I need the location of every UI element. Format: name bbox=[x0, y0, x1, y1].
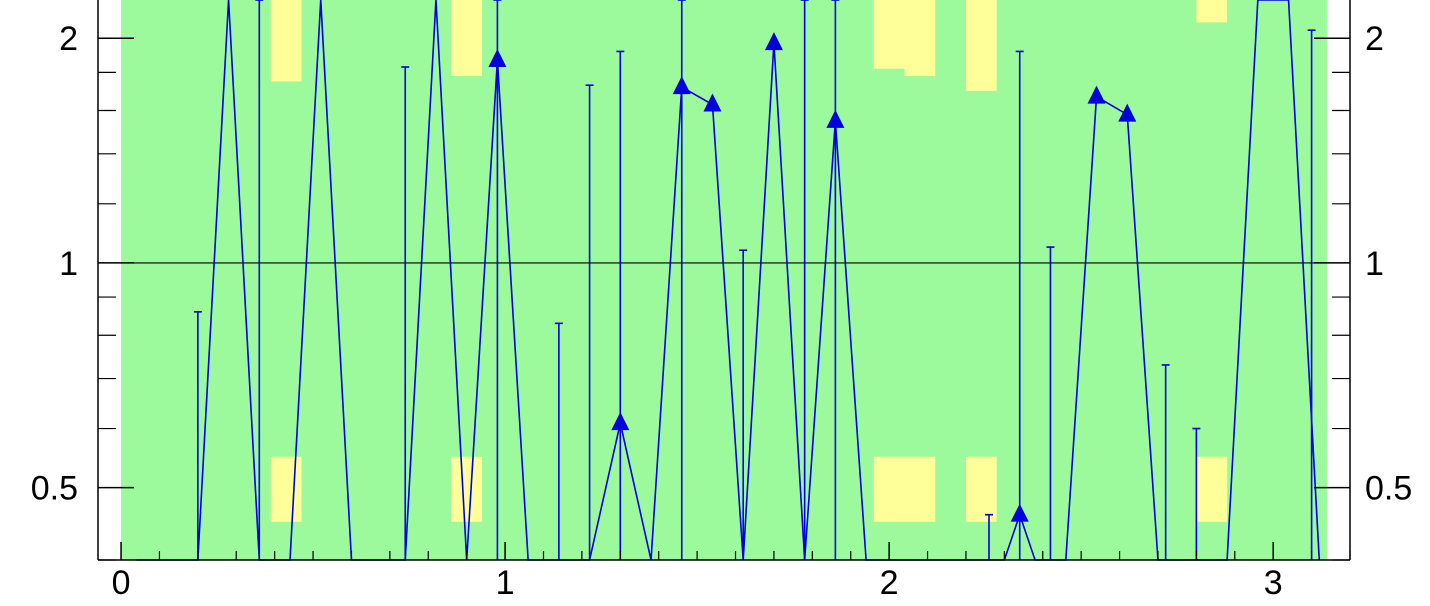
axes-layer: 0 1 2 3 0.5 0.5 1 1 2 2 bbox=[31, 0, 1412, 602]
data-point-marker bbox=[826, 109, 845, 128]
series-line bbox=[136, 0, 1321, 561]
yellow-band-lower bbox=[873, 456, 905, 522]
data-point-marker bbox=[1087, 85, 1106, 104]
yellow-band-upper bbox=[451, 0, 483, 76]
yellow-band-upper bbox=[873, 0, 905, 69]
yellow-band-lower bbox=[904, 456, 936, 522]
yellow-band-upper bbox=[965, 0, 997, 91]
x-tick-label: 1 bbox=[496, 564, 515, 602]
x-tick-label: 0 bbox=[112, 564, 131, 602]
error-bars-layer bbox=[193, 0, 1316, 560]
data-point-marker bbox=[703, 93, 722, 112]
data-point-marker bbox=[1118, 103, 1137, 122]
data-point-marker bbox=[611, 412, 630, 431]
data-point-marker bbox=[672, 76, 691, 95]
yellow-band-upper bbox=[270, 0, 302, 82]
y-tick-label-left: 1 bbox=[59, 245, 78, 283]
yellow-band-lower bbox=[270, 456, 302, 522]
y-tick-label-right: 1 bbox=[1365, 245, 1384, 283]
data-point-marker bbox=[764, 32, 783, 51]
x-tick-label: 2 bbox=[880, 564, 899, 602]
y-tick-label-right: 0.5 bbox=[1365, 470, 1412, 508]
series-layer bbox=[136, 0, 1321, 561]
y-tick-label-left: 2 bbox=[59, 20, 78, 58]
y-tick-label-left: 0.5 bbox=[31, 470, 78, 508]
data-point-marker bbox=[1010, 503, 1029, 522]
yellow-band-lower bbox=[451, 456, 483, 522]
yellow-band-upper bbox=[1196, 0, 1228, 23]
yellow-band-upper bbox=[904, 0, 936, 76]
yellow-band-lower bbox=[1196, 456, 1228, 522]
y-tick-label-right: 2 bbox=[1365, 20, 1384, 58]
data-point-marker bbox=[488, 48, 507, 67]
bands-layer bbox=[121, 0, 1327, 560]
yellow-band-lower bbox=[965, 456, 997, 522]
x-tick-label: 3 bbox=[1264, 564, 1283, 602]
